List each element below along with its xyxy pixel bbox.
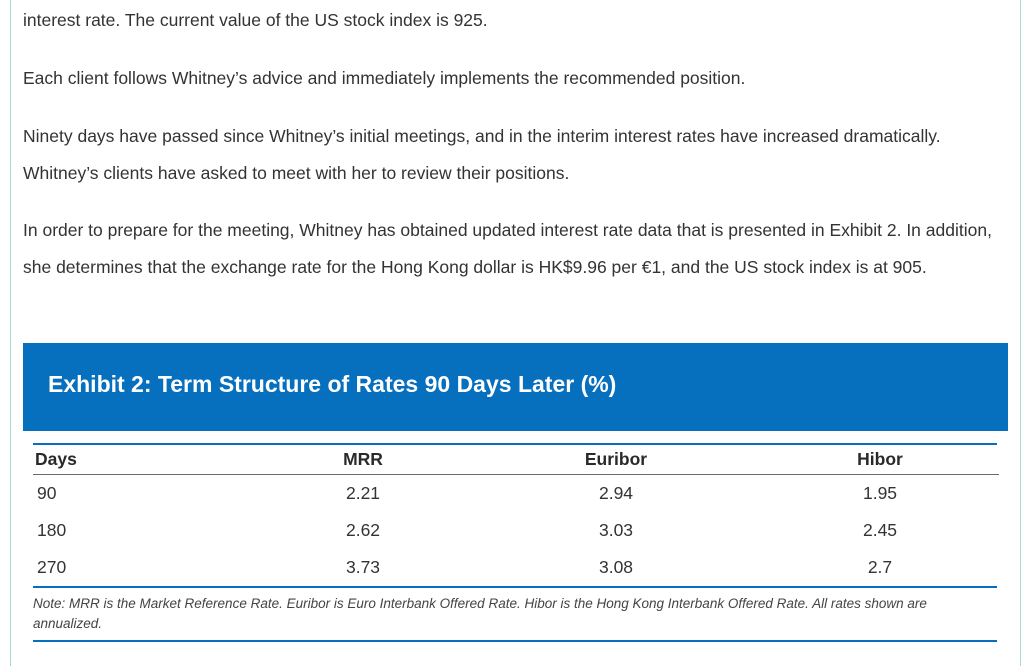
- cell-euribor: 3.03: [598, 520, 634, 540]
- exhibit-table: Days MRR Euribor Hibor 90 2.21 2.94 1.95…: [33, 443, 999, 642]
- exhibit-title: Exhibit 2: Term Structure of Rates 90 Da…: [48, 371, 617, 397]
- cell-euribor: 3.08: [598, 557, 634, 577]
- table-row: 90 2.21 2.94 1.95: [33, 475, 999, 513]
- cell-hibor: 1.95: [862, 483, 898, 503]
- column-header-hibor: Hibor: [761, 445, 999, 475]
- column-header-mrr: MRR: [255, 445, 471, 475]
- cell-mrr: 3.73: [345, 557, 381, 577]
- table-top-rule: [33, 443, 997, 445]
- column-header-days: Days: [33, 445, 255, 475]
- table-row: 180 2.62 3.03 2.45: [33, 512, 999, 549]
- cell-days: 90: [37, 483, 57, 503]
- paragraph: In order to prepare for the meeting, Whi…: [23, 220, 992, 277]
- cell-days: 180: [37, 520, 67, 540]
- table-row: 270 3.73 3.08 2.7: [33, 549, 999, 586]
- cell-days: 270: [37, 557, 67, 577]
- paragraph: Each client follows Whitney’s advice and…: [23, 68, 746, 88]
- cell-mrr: 2.21: [345, 483, 381, 503]
- cell-hibor: 2.7: [867, 557, 893, 577]
- cell-euribor: 2.94: [598, 483, 634, 503]
- column-header-euribor: Euribor: [471, 445, 761, 475]
- note-bottom-rule: [33, 640, 997, 642]
- paragraph: Ninety days have passed since Whitney’s …: [23, 126, 941, 183]
- table-bottom-rule: [33, 586, 997, 588]
- rates-table: Days MRR Euribor Hibor 90 2.21 2.94 1.95…: [33, 445, 999, 586]
- cell-mrr: 2.62: [345, 520, 381, 540]
- content-frame: [10, 0, 1021, 666]
- cell-hibor: 2.45: [862, 520, 898, 540]
- exhibit-header: Exhibit 2: Term Structure of Rates 90 Da…: [23, 343, 1008, 431]
- paragraph: interest rate. The current value of the …: [23, 10, 488, 30]
- table-note: Note: MRR is the Market Reference Rate. …: [33, 596, 927, 631]
- table-header-row: Days MRR Euribor Hibor: [33, 445, 999, 475]
